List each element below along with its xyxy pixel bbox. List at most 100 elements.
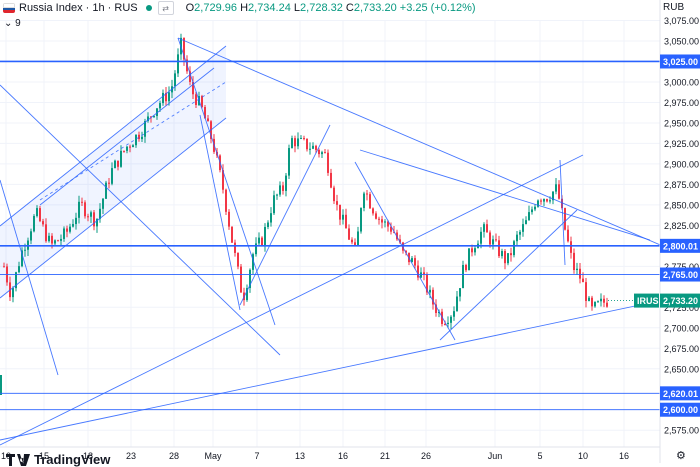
grid bbox=[0, 20, 660, 447]
candle-body bbox=[426, 274, 428, 293]
candle-body bbox=[114, 160, 116, 169]
candle-body bbox=[528, 212, 530, 221]
x-tick-label: 26 bbox=[421, 451, 431, 461]
candle-body bbox=[585, 282, 587, 301]
candle-body bbox=[177, 54, 179, 74]
candle-body bbox=[309, 148, 311, 150]
candle-body bbox=[462, 264, 464, 289]
y-tick-label: 2,850.00 bbox=[664, 200, 699, 210]
candle-body bbox=[162, 92, 164, 104]
y-tick-label: 2,825.00 bbox=[664, 221, 699, 231]
candle-body bbox=[522, 224, 524, 232]
candle-body bbox=[474, 248, 476, 253]
candle-body bbox=[147, 116, 149, 122]
candle-body bbox=[501, 251, 503, 257]
x-tick-label: 5 bbox=[537, 451, 542, 461]
candle-body bbox=[165, 92, 167, 102]
y-tick-label: 2,875.00 bbox=[664, 180, 699, 190]
candle-body bbox=[558, 184, 560, 199]
x-tick-label: 16 bbox=[619, 451, 629, 461]
candle-body bbox=[12, 288, 14, 298]
candle-body bbox=[234, 242, 236, 253]
candle-body bbox=[417, 265, 419, 278]
candle-body bbox=[228, 211, 230, 227]
gear-icon[interactable]: ⚙ bbox=[676, 450, 686, 462]
candle-body bbox=[75, 217, 77, 225]
candle-body bbox=[519, 231, 521, 235]
candle-body bbox=[435, 304, 437, 313]
candle-body bbox=[606, 302, 608, 307]
candle-body bbox=[354, 242, 356, 245]
candle-body bbox=[456, 296, 458, 312]
candle-body bbox=[378, 218, 380, 220]
candle-body bbox=[333, 187, 335, 202]
candle-body bbox=[576, 268, 578, 271]
candle-body bbox=[291, 138, 293, 149]
candle-body bbox=[600, 298, 602, 302]
y-tick-label: 3,075.00 bbox=[664, 16, 699, 26]
candle-body bbox=[48, 235, 50, 242]
candle-body bbox=[357, 231, 359, 245]
price-label: 2,800.01 bbox=[663, 241, 698, 251]
candle-body bbox=[153, 115, 155, 117]
candle-body bbox=[42, 221, 44, 225]
candle-body bbox=[399, 239, 401, 243]
candle-body bbox=[201, 96, 203, 108]
trend-line bbox=[559, 159, 566, 266]
trend-line bbox=[239, 124, 331, 306]
candle-body bbox=[39, 208, 41, 222]
currency-label[interactable]: RUB bbox=[663, 2, 685, 13]
price-label-bg bbox=[660, 54, 700, 69]
candle-body bbox=[504, 251, 506, 264]
price-label: 3,025.00 bbox=[663, 57, 698, 67]
candle-body bbox=[525, 220, 527, 225]
chevron-down-icon[interactable]: ⌄ bbox=[4, 18, 13, 29]
y-tick-label: 2,925.00 bbox=[664, 139, 699, 149]
y-tick-label: 2,675.00 bbox=[664, 344, 699, 354]
x-tick-label: May bbox=[204, 451, 222, 461]
candle-body bbox=[126, 146, 128, 151]
candle-body bbox=[63, 228, 65, 239]
symbol-title[interactable]: Russia Index · 1h · RUS bbox=[19, 2, 138, 14]
x-tick-label: 16 bbox=[338, 451, 348, 461]
trend-line bbox=[0, 45, 227, 227]
candle-body bbox=[552, 191, 554, 201]
swap-icon[interactable]: ⇄ bbox=[157, 1, 174, 15]
y-tick-label: 2,775.00 bbox=[664, 262, 699, 272]
tradingview-logo[interactable]: TradingView bbox=[6, 452, 110, 467]
candle-body bbox=[540, 200, 542, 202]
candle-body bbox=[96, 218, 98, 227]
candle-body bbox=[372, 208, 374, 214]
candle-body bbox=[444, 323, 446, 325]
candle-body bbox=[537, 200, 539, 207]
channel-midline bbox=[39, 81, 227, 201]
indicator-count: 9 bbox=[15, 18, 21, 29]
candle-body bbox=[84, 202, 86, 217]
symbol-tag: IRUS bbox=[637, 296, 659, 306]
candle-body bbox=[264, 226, 266, 246]
indicator-row[interactable]: ⌄ 9 bbox=[4, 18, 21, 29]
candle-body bbox=[279, 185, 281, 195]
candle-body bbox=[414, 258, 416, 266]
candle-body bbox=[93, 212, 95, 227]
price-axis[interactable]: 3,075.00 3,050.00 3,000.00 2,975.00 2,950.00… bbox=[608, 0, 700, 463]
candle-body bbox=[303, 138, 305, 140]
candle-body bbox=[423, 272, 425, 275]
candle-body bbox=[306, 138, 308, 150]
candle-body bbox=[351, 239, 353, 243]
candle-body bbox=[465, 264, 467, 271]
candle-body bbox=[486, 224, 488, 233]
tv-logo-icon bbox=[6, 453, 30, 466]
price-label: 2,765.00 bbox=[663, 270, 698, 280]
candle-body bbox=[294, 138, 296, 147]
x-tick-label: 23 bbox=[126, 451, 136, 461]
candle-body bbox=[192, 81, 194, 95]
candle-body bbox=[582, 278, 584, 283]
candle-body bbox=[51, 235, 53, 244]
trend-line bbox=[0, 117, 227, 299]
x-tick-label: 7 bbox=[254, 451, 259, 461]
candle-body bbox=[183, 37, 185, 60]
price-label-bg bbox=[660, 238, 700, 253]
candle-body bbox=[66, 228, 68, 232]
